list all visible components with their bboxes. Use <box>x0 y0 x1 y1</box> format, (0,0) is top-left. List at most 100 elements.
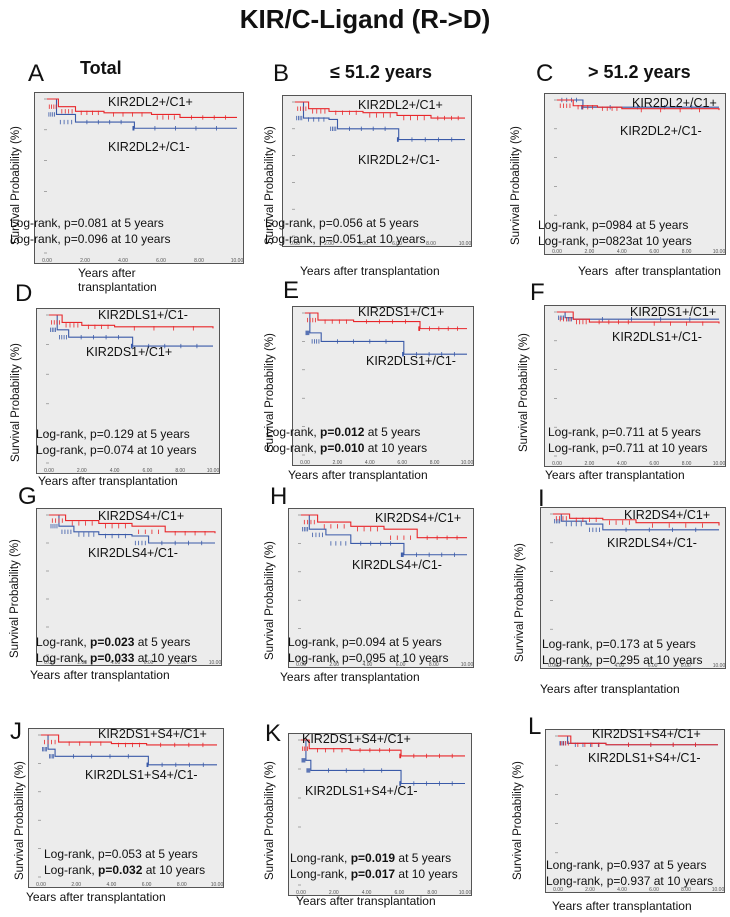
stat-bold-p: p=0.010 <box>320 441 365 455</box>
red-survival-curve <box>305 312 467 330</box>
stat-text: Log-rank, <box>36 635 91 649</box>
km-chart-g: 0.00 2.00 4.00 6.00 8.00 10.00 <box>44 514 221 666</box>
column-header-total: Total <box>80 58 122 78</box>
log-rank-10y: Log-rank, p=0823at 10 years <box>538 233 692 249</box>
stat-text: Log-rank, p=0.051 <box>265 232 363 246</box>
x-tick-label: 0.00 <box>44 660 54 666</box>
x-axis-label: Years after transplantation <box>38 474 178 488</box>
stat-text: Log-rank, <box>36 651 91 665</box>
x-tick-label: 2.00 <box>585 887 595 893</box>
log-rank-5y: Log-rank, p=0.023 at 5 years <box>36 634 197 650</box>
stat-text: Log-rank, p=0.081 <box>10 216 108 230</box>
log-rank-10y: Log-rank, p=0.074 at 10 years <box>36 442 196 458</box>
x-tick-label: 6.00 <box>649 887 659 893</box>
x-tick-label: 6.00 <box>392 241 402 247</box>
stat-text: Long-rank, p=0.937 <box>546 858 651 872</box>
log-rank-5y: Long-rank, p=0.937 at 5 years <box>546 857 713 873</box>
x-tick-label: 8.00 <box>194 258 204 264</box>
km-chart-a: 0.00 2.00 4.00 6.00 8.00 10.00 <box>42 98 243 264</box>
stat-text: Log-rank, p=0823 <box>538 234 633 248</box>
curve-label-top: KIR2DS1+S4+/C1+ <box>98 727 207 741</box>
curve-label-top: KIR2DS1+/C1+ <box>630 305 717 319</box>
panel-letter: L <box>528 713 542 740</box>
column-header-old: > 51.2 years <box>588 62 691 82</box>
curve-label-bottom: KIR2DLS1+S4+/C1- <box>85 768 198 782</box>
x-tick-label: 4.00 <box>617 461 627 467</box>
x-tick-label: 0.00 <box>42 258 52 264</box>
x-axis-label: Years after transplantation <box>26 890 166 904</box>
x-tick-label: 10.00 <box>461 662 474 668</box>
x-tick-label: 0.00 <box>296 662 306 668</box>
x-tick-label: 8.00 <box>177 882 187 888</box>
log-rank-5y: Log-rank, p=0.056 at 5 years <box>265 215 425 231</box>
panel-letter: D <box>15 280 33 307</box>
plot-area: 0.00 2.00 4.00 6.00 8.00 10.00 <box>292 306 474 466</box>
stat-text: at 5 years <box>107 216 164 230</box>
log-rank-10y: Log-rank, p=0.095 at 10 years <box>288 650 448 666</box>
curve-label-top: KIR2DL2+/C1+ <box>358 98 443 112</box>
km-chart-b: 0.00 2.00 4.00 6.00 8.00 10.00 <box>290 101 472 247</box>
curve-label-bottom: KIR2DLS1+/C1- <box>612 330 702 344</box>
y-axis-label: Survival Probability (%) <box>10 343 22 462</box>
stat-text: at 10 years <box>650 874 714 888</box>
x-tick-label: 2.00 <box>324 241 334 247</box>
curve-label-bottom: KIR2DLS1+/C1- <box>366 354 456 368</box>
stat-text: at 5 years <box>362 216 419 230</box>
panel-letter: E <box>283 277 300 304</box>
red-survival-curve <box>295 101 465 119</box>
log-rank-10y: Log-rank, p=0.295 at 10 years <box>542 652 702 668</box>
blue-survival-curve <box>295 101 465 141</box>
x-tick-label: 10.00 <box>713 461 726 467</box>
x-tick-label: 4.00 <box>358 241 368 247</box>
curve-label-bottom: KIR2DL2+/C1- <box>358 153 440 167</box>
x-tick-label: 10.00 <box>713 249 726 255</box>
x-axis-label: Years after transplantation <box>300 264 440 278</box>
log-rank-stats: Log-rank, p=0.081 at 5 years Log-rank, p=… <box>10 215 170 247</box>
x-tick-label: 6.00 <box>649 461 659 467</box>
x-tick-label: 8.00 <box>426 241 436 247</box>
x-tick-label: 4.00 <box>617 887 627 893</box>
x-tick-label: 8.00 <box>681 663 691 669</box>
stat-bold-p: p=0.032 <box>98 863 143 877</box>
x-tick-label: 10.00 <box>713 663 726 669</box>
x-tick-label: 0.00 <box>44 468 54 474</box>
stat-text: at 10 years <box>142 863 206 877</box>
stat-text: Log-rank, p=0.096 <box>10 232 108 246</box>
stat-text: at 5 years <box>141 847 198 861</box>
x-tick-label: 8.00 <box>429 662 439 668</box>
stat-text: Log-rank, p=0.173 <box>542 637 640 651</box>
log-rank-stats: Log-rank, p=0984 at 5 years Log-rank, p=0… <box>538 217 692 249</box>
stat-text: at 5 years <box>364 425 421 439</box>
x-tick-label: 2.00 <box>585 461 595 467</box>
log-rank-10y: Log-rank, p=0.711 at 10 years <box>548 440 708 456</box>
stat-bold-p: p=0.023 <box>90 635 135 649</box>
x-tick-label: 10.00 <box>459 241 472 247</box>
km-chart-k: 0.00 2.00 4.00 6.00 8.00 10.00 <box>296 739 471 895</box>
x-tick-label: 10.00 <box>207 468 220 474</box>
panel-letter: H <box>270 483 288 510</box>
stat-bold-p: p=0.019 <box>350 851 396 865</box>
panel-letter: K <box>265 720 282 747</box>
y-axis-label: Survival Probability (%) <box>264 333 276 452</box>
stat-text: at 5 years <box>385 635 442 649</box>
log-rank-stats: Log-rank, p=0.094 at 5 years Log-rank, p=… <box>288 634 448 666</box>
log-rank-stats: Long-rank, p=0.019 at 5 years Long-rank, … <box>290 850 458 882</box>
red-survival-curve <box>301 514 467 539</box>
plot-area: 0.00 2.00 4.00 6.00 8.00 10.00 <box>36 508 222 666</box>
panel-letter: A <box>28 60 45 87</box>
stat-text: Long-rank, <box>290 851 351 865</box>
stat-bold-p: p=0.017 <box>350 867 396 881</box>
km-chart-h: 0.00 2.00 4.00 6.00 8.00 10.00 <box>296 514 474 668</box>
stat-text: at 10 years <box>107 232 171 246</box>
y-axis-label: Survival Probability (%) <box>9 539 21 658</box>
x-tick-label: 0.00 <box>300 460 310 466</box>
log-rank-10y: Long-rank, p=0.937 at 10 years <box>546 873 713 889</box>
x-tick-label: 6.00 <box>649 249 659 255</box>
panel-letter: F <box>530 279 545 306</box>
log-rank-5y: Long-rank, p=0.019 at 5 years <box>290 850 458 866</box>
log-rank-10y: Long-rank, p=0.017 at 10 years <box>290 866 458 882</box>
log-rank-stats: Log-rank, p=0.711 at 5 years Log-rank, p=… <box>548 424 708 456</box>
x-tick-label: 4.00 <box>617 249 627 255</box>
plot-area: 0.00 2.00 4.00 6.00 8.00 10.00 <box>288 508 474 668</box>
log-rank-stats: Log-rank, p=0.053 at 5 years Log-rank, p=… <box>44 846 205 878</box>
